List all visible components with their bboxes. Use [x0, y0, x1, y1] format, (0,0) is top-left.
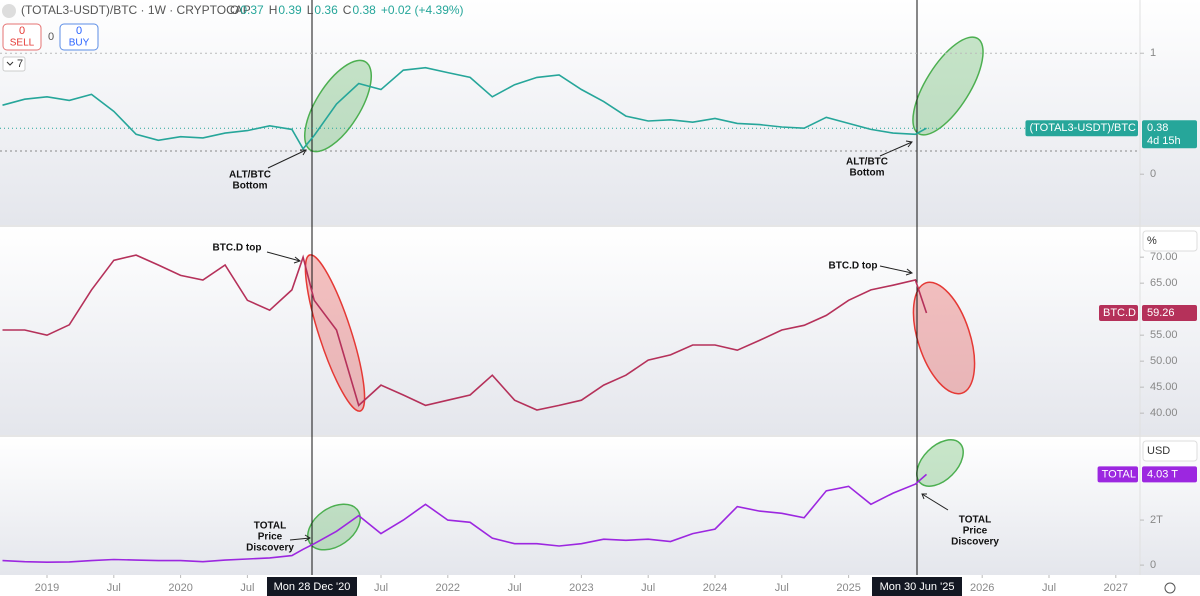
sell-count: 0 — [19, 25, 25, 37]
series-badge-name: BTC.D — [1103, 307, 1136, 319]
crosshair-badge — [267, 577, 357, 596]
ohlc-key: H — [269, 3, 278, 17]
value-badge-label: 4.03 T — [1147, 468, 1178, 480]
annotation: Discovery — [246, 543, 294, 554]
y-tick-label: 0 — [1150, 559, 1156, 571]
annotation: BTC.D top — [829, 261, 878, 272]
x-tick-label: Jul — [240, 582, 254, 594]
x-tick-label: 2023 — [569, 582, 593, 594]
series-badge — [1025, 120, 1138, 137]
series-line — [2, 66, 927, 151]
x-tick-label: 2025 — [836, 582, 860, 594]
buy-button[interactable] — [59, 23, 99, 51]
x-tick-label: Jul — [508, 582, 522, 594]
annotation: Price — [258, 532, 283, 543]
highlight-ellipse — [304, 254, 366, 412]
value-badge-label: 59.26 — [1147, 307, 1175, 319]
y-tick-label: 65.00 — [1150, 277, 1178, 289]
x-tick-label: 2024 — [703, 582, 727, 594]
x-tick-label: 2020 — [168, 582, 192, 594]
y-tick-label: 2T — [1150, 514, 1163, 526]
ohlc-value: 0.37 — [240, 3, 264, 17]
annotation: Price — [963, 526, 988, 537]
x-tick-label: 2026 — [970, 582, 994, 594]
spread: 0 — [48, 31, 54, 43]
annotation: Discovery — [951, 537, 999, 548]
value-badge — [1142, 466, 1197, 483]
annotation: TOTAL — [959, 515, 991, 526]
highlight-ellipse — [916, 439, 964, 487]
settings-icon[interactable] — [1164, 582, 1176, 594]
value-badge — [1142, 120, 1197, 149]
symbol: (TOTAL3-USDT)/BTC · 1W · CRYPTOCAP — [21, 3, 251, 17]
unit-label: % — [1147, 235, 1157, 247]
sell-button[interactable] — [2, 23, 42, 51]
interval: 7 — [17, 58, 23, 70]
arrows — [266, 140, 949, 542]
ohlc-value: 0.38 — [352, 3, 376, 17]
annotation: BTC.D top — [213, 243, 262, 254]
crosshair-badge — [872, 577, 962, 596]
series-line — [2, 473, 928, 564]
panel-bg — [0, 437, 1200, 575]
unit-box — [1142, 440, 1198, 462]
x-tick-label: Jul — [107, 582, 121, 594]
y-tick-label: 40.00 — [1150, 407, 1178, 419]
x-tick-label: 2019 — [35, 582, 59, 594]
x-tick-label: Jul — [1042, 582, 1056, 594]
ohlc-value: 0.36 — [314, 3, 338, 17]
x-tick-label: 2027 — [1104, 582, 1128, 594]
annotation: ALT/BTC — [229, 170, 271, 181]
series-badge-name: TOTAL — [1102, 468, 1136, 480]
y-tick-label: 70.00 — [1150, 251, 1178, 263]
unit-label: USD — [1147, 445, 1170, 457]
chevron — [6, 61, 14, 66]
annotation: Bottom — [233, 181, 268, 192]
x-tick-label: Jul — [775, 582, 789, 594]
x-tick-label: 2022 — [436, 582, 460, 594]
buy-count: 0 — [76, 25, 82, 37]
symbol-icon — [2, 4, 16, 18]
ohlc-value: 0.39 — [278, 3, 302, 17]
y-tick-label: 55.00 — [1150, 329, 1178, 341]
y-tick-label: 50.00 — [1150, 355, 1178, 367]
crosshair-label: Mon 30 Jun '25 — [880, 581, 955, 593]
x-tick-label: Jul — [374, 582, 388, 594]
series-badge — [1099, 305, 1138, 322]
ohlc: O 0.37 H 0.39 L 0.36 C 0.38 +0.02 (+4.39%) — [230, 3, 464, 17]
buy-label: BUY — [69, 38, 90, 49]
series-badge-name: (TOTAL3-USDT)/BTC — [1029, 122, 1136, 134]
panel-bg — [0, 227, 1200, 435]
highlight-ellipse — [303, 59, 373, 153]
value-badge — [1142, 305, 1197, 322]
y-tick-label: 1 — [1150, 47, 1156, 59]
ohlc-key: L — [307, 3, 314, 17]
series-line — [2, 254, 928, 411]
series-badge — [1097, 466, 1138, 483]
change: +0.02 (+4.39%) — [381, 3, 464, 17]
highlight-ellipse — [912, 281, 976, 395]
annotation: Bottom — [850, 168, 885, 179]
annotation: TOTAL — [254, 521, 286, 532]
x-tick-label: Jul — [641, 582, 655, 594]
ohlc-key: O — [230, 3, 239, 17]
panel-bg — [0, 0, 1200, 225]
crosshair-label: Mon 28 Dec '20 — [274, 581, 351, 593]
y-tick-label: 0 — [1150, 168, 1156, 180]
highlight-ellipse — [307, 503, 361, 551]
sell-label: SELL — [10, 38, 35, 49]
collapse-button[interactable] — [2, 56, 26, 72]
unit-box — [1142, 230, 1198, 252]
x-axis: 2019 Jul 2020 Jul Jul 2022 Jul 2023 Jul 2024 Jul 20… — [35, 575, 1128, 596]
annotation: ALT/BTC — [846, 157, 888, 168]
value-badge-label: 0.38 — [1147, 122, 1168, 134]
ohlc-key: C — [343, 3, 352, 17]
y-tick-label: 45.00 — [1150, 381, 1178, 393]
countdown: 4d 15h — [1147, 135, 1181, 147]
